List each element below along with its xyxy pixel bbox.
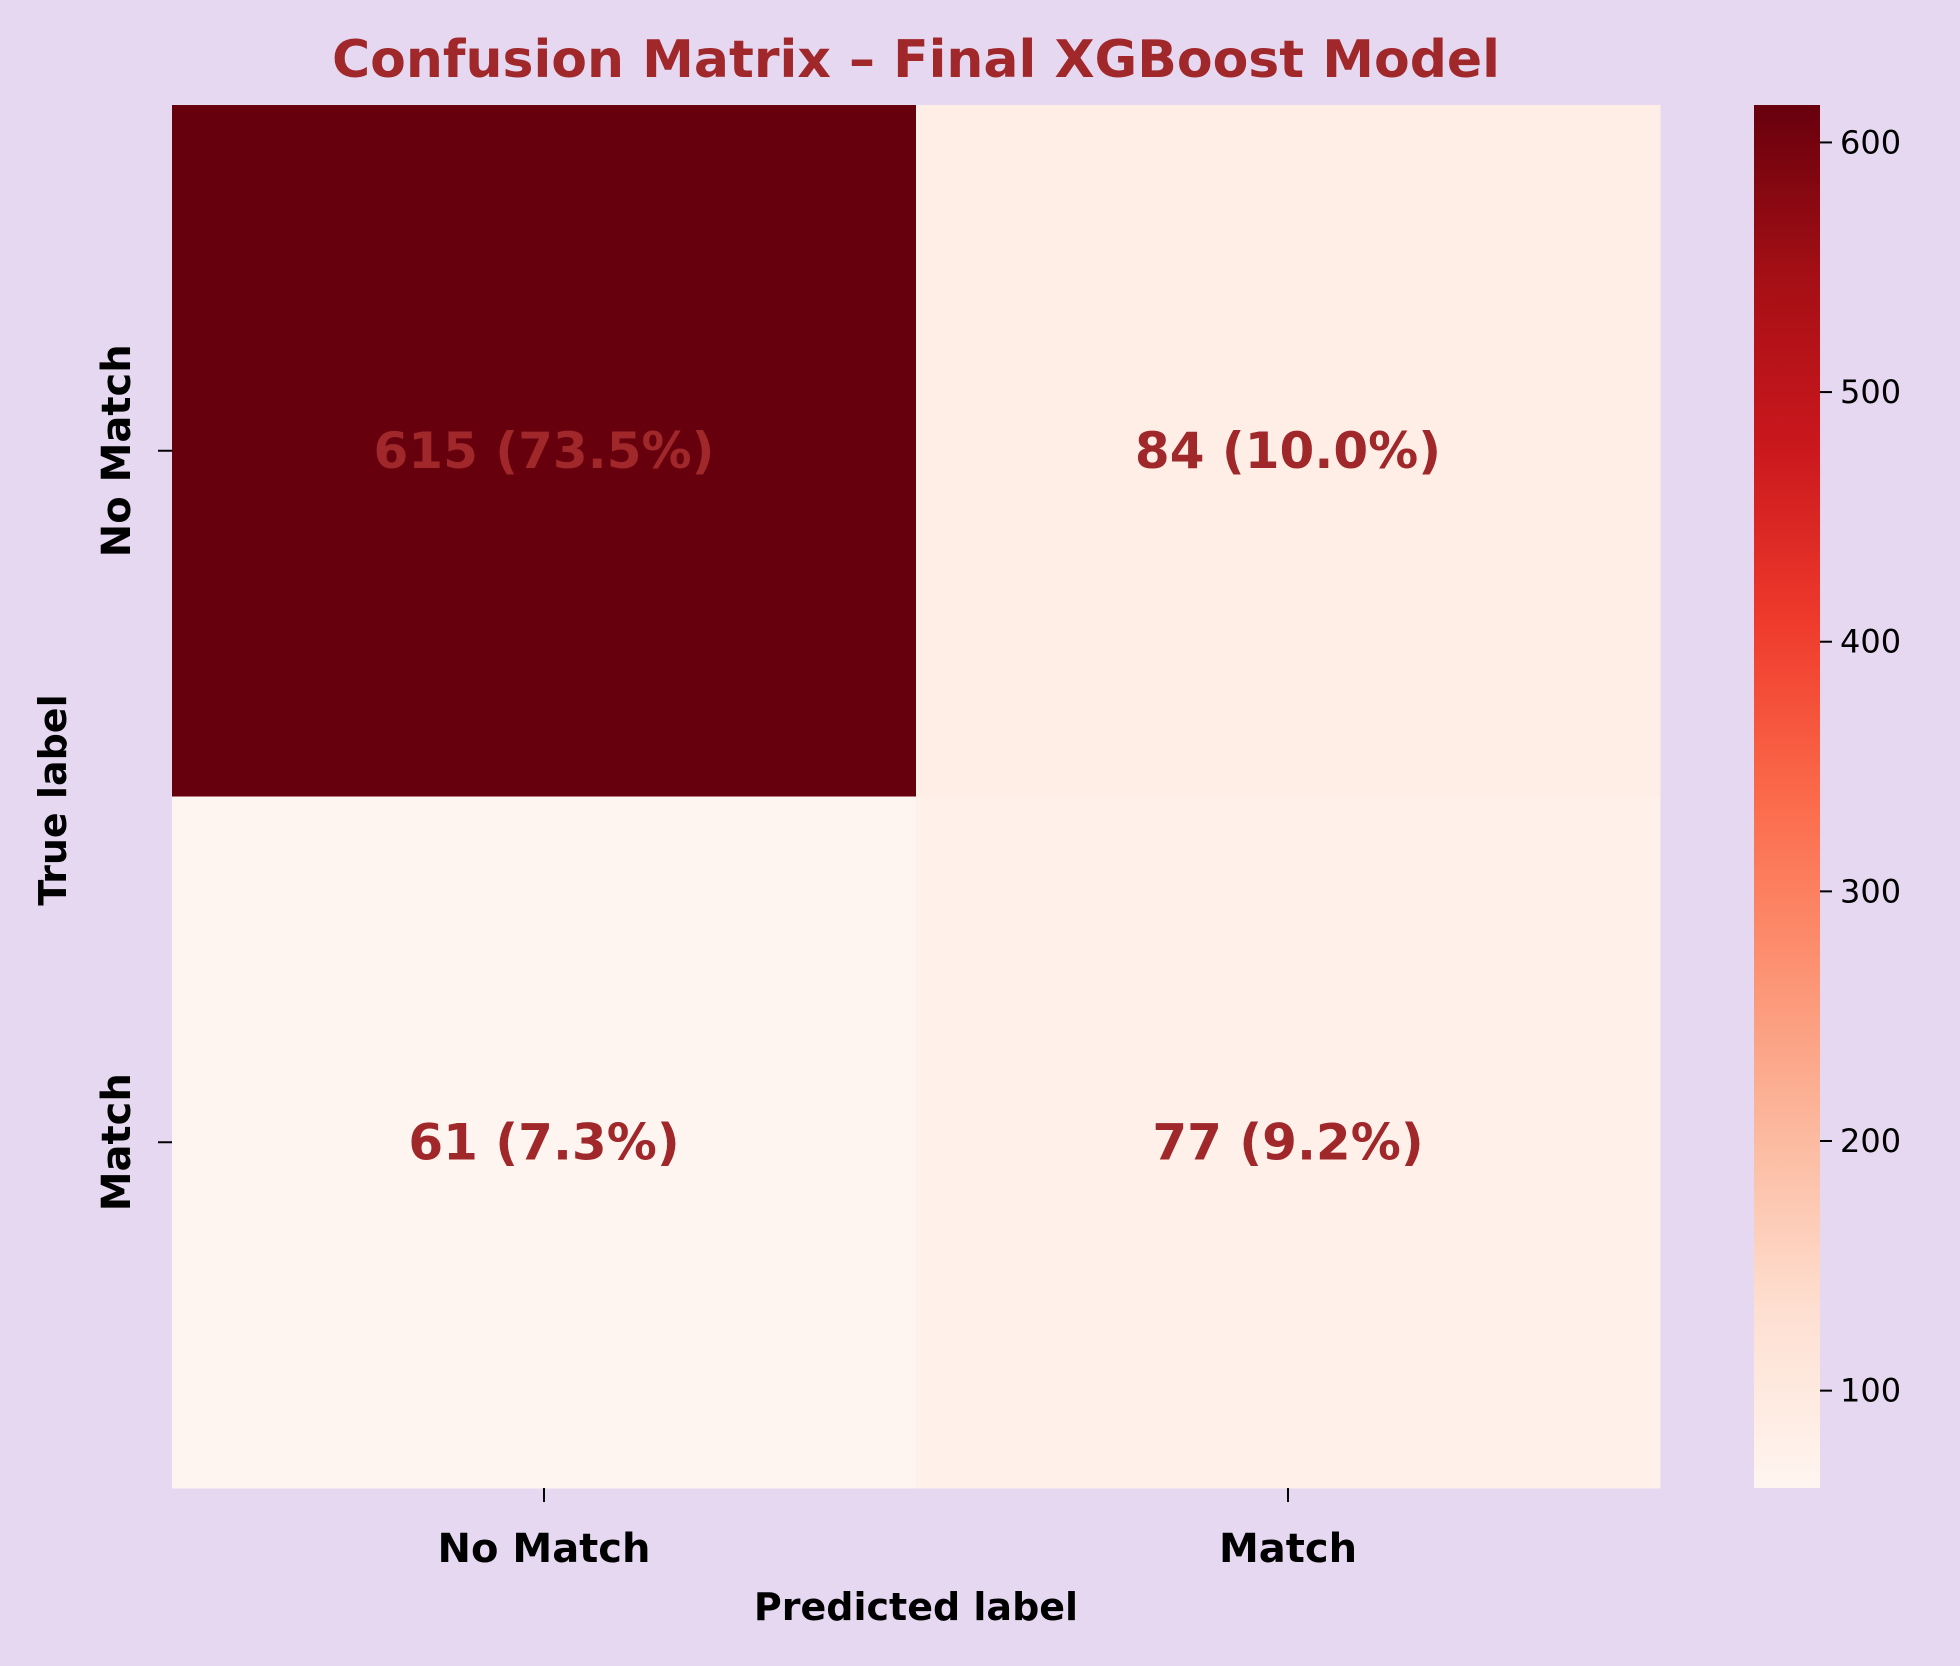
cell-annotation: 615 (73.5%) <box>374 422 715 480</box>
chart-title: Confusion Matrix – Final XGBoost Model <box>332 30 1500 90</box>
x-tick-label: Match <box>1219 1526 1357 1572</box>
heatmap-cells <box>172 105 1661 1489</box>
colorbar-scale <box>1754 105 1820 1488</box>
heatmap-cell <box>916 796 1661 1489</box>
y-tick-label: No Match <box>94 344 140 557</box>
y-tick-label: Match <box>94 1073 140 1211</box>
cell-annotation: 84 (10.0%) <box>1135 422 1441 480</box>
heatmap-cell <box>172 796 917 1489</box>
heatmap-cell <box>172 105 917 797</box>
colorbar-ticks: 100 200 300 400 500 600 <box>1820 123 1901 1410</box>
colorbar-tick-label: 100 <box>1840 1372 1901 1410</box>
colorbar: 100 200 300 400 500 600 <box>1754 105 1901 1488</box>
colorbar-tick-label: 500 <box>1840 373 1901 411</box>
heatmap-cell-labels: 615 (73.5%) 84 (10.0%) 61 (7.3%) 77 (9.2%) <box>374 422 1442 1172</box>
cell-annotation: 61 (7.3%) <box>408 1113 679 1171</box>
y-axis-ticks: No Match Match <box>94 344 172 1211</box>
x-tick-label: No Match <box>438 1526 651 1572</box>
colorbar-tick-label: 300 <box>1840 872 1901 910</box>
colorbar-tick-label: 400 <box>1840 623 1901 661</box>
colorbar-tick-label: 200 <box>1840 1122 1901 1160</box>
x-axis-label: Predicted label <box>754 1585 1078 1629</box>
colorbar-tick-label: 600 <box>1840 123 1901 161</box>
cell-annotation: 77 (9.2%) <box>1152 1113 1423 1171</box>
y-axis-label: True label <box>31 694 75 905</box>
x-axis-ticks: No Match Match <box>438 1488 1357 1572</box>
heatmap-cell <box>916 105 1661 797</box>
